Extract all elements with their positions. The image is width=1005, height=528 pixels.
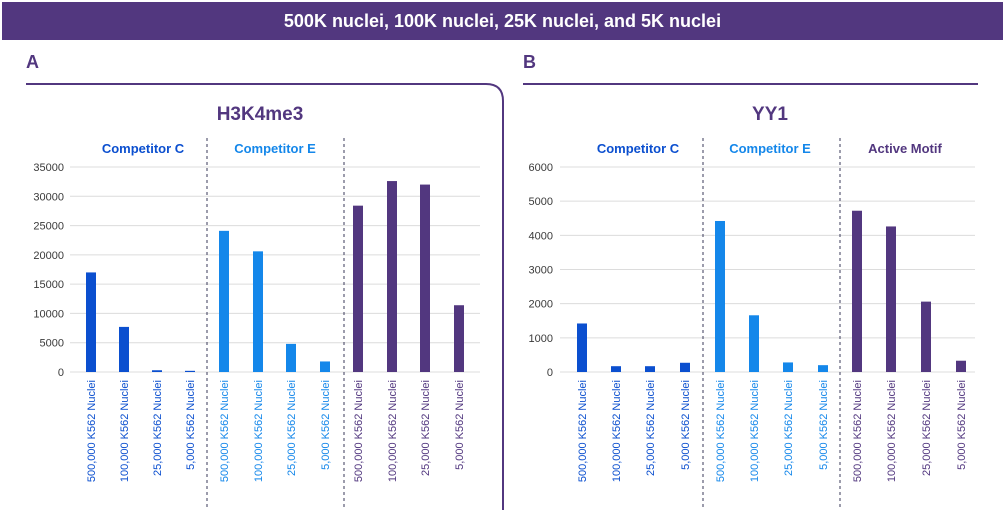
h3k4me3-category-label: 25,000 K562 Nuclei [286,380,298,476]
h3k4me3-group-label: Competitor E [234,141,316,156]
h3k4me3-bar [119,326,129,372]
h3k4me3-y-tick-label: 15000 [33,279,64,291]
h3k4me3-category-label: 500,000 K562 Nuclei [353,380,365,482]
h3k4me3-category-label: 100,000 K562 Nuclei [119,380,131,482]
h3k4me3-y-tick-label: 35000 [33,162,64,174]
h3k4me3-y-tick-label: 10000 [33,308,64,320]
h3k4me3-category-label: 100,000 K562 Nuclei [387,380,399,482]
h3k4me3-y-tick-label: 25000 [33,221,64,233]
h3k4me3-bar [420,184,430,372]
h3k4me3-bar [286,343,296,372]
panel-letter-b: B [523,52,536,72]
h3k4me3-category-label: 25,000 K562 Nuclei [420,380,432,476]
h3k4me3-y-tick-label: 0 [58,367,64,379]
h3k4me3-category-label: 500,000 K562 Nuclei [219,380,231,482]
h3k4me3-bar [454,305,464,372]
h3k4me3-bar [387,181,397,372]
h3k4me3-y-tick-label: 30000 [33,191,64,203]
h3k4me3-category-label: 5,000 K562 Nuclei [454,380,466,470]
h3k4me3-category-label: 5,000 K562 Nuclei [185,380,197,470]
h3k4me3-category-label: 25,000 K562 Nuclei [152,380,164,476]
banner-title: 500K nuclei, 100K nuclei, 25K nuclei, an… [2,2,1003,40]
h3k4me3-bar [152,370,162,372]
h3k4me3-bar [185,370,195,372]
h3k4me3-category-label: 500,000 K562 Nuclei [86,380,98,482]
h3k4me3-category-label: 100,000 K562 Nuclei [253,380,265,482]
h3k4me3-bar [86,272,96,372]
h3k4me3-y-tick-label: 5000 [40,338,64,350]
h3k4me3-bar [219,230,229,372]
h3k4me3-category-label: 5,000 K562 Nuclei [320,380,332,470]
h3k4me3-chart-title: H3K4me3 [217,104,304,125]
h3k4me3-bar [320,361,330,372]
h3k4me3-bar [353,205,363,372]
h3k4me3-bar [253,251,263,372]
h3k4me3-group-label: Competitor C [102,141,185,156]
h3k4me3-panel-frame [26,83,504,510]
panel-letter-a: A [26,52,39,72]
h3k4me3-y-tick-label: 20000 [33,250,64,262]
